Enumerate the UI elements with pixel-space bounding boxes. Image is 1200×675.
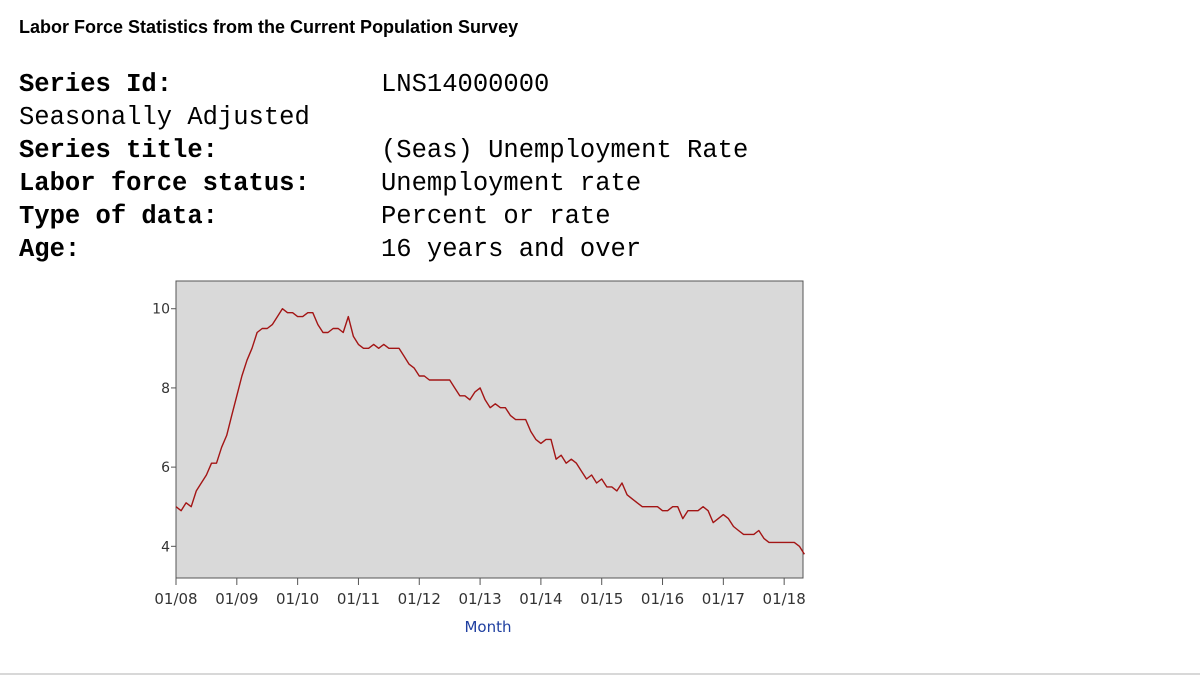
x-tick-label: 01/13 bbox=[458, 590, 501, 608]
type-of-data-value: Percent or rate bbox=[381, 202, 611, 231]
x-tick-label: 01/10 bbox=[276, 590, 319, 608]
x-axis: 01/08 01/09 01/10 01/11 01/12 01/13 01/14 01/15… bbox=[154, 578, 806, 608]
x-tick-label: 01/17 bbox=[702, 590, 745, 608]
y-tick-label: 10 bbox=[152, 302, 170, 318]
page-title: Labor Force Statistics from the Current … bbox=[19, 17, 519, 37]
age-value: 16 years and over bbox=[381, 235, 642, 264]
series-id-value: LNS14000000 bbox=[381, 70, 550, 99]
bottom-divider bbox=[0, 673, 1200, 675]
y-tick-label: 4 bbox=[161, 539, 170, 555]
x-tick-label: 01/14 bbox=[519, 590, 562, 608]
series-id-label: Series Id: bbox=[19, 70, 173, 99]
x-tick-label: 01/09 bbox=[215, 590, 258, 608]
seasonal-adjustment-label: Seasonally Adjusted bbox=[19, 103, 310, 132]
y-tick-label: 6 bbox=[161, 460, 170, 476]
x-axis-title: Month bbox=[464, 618, 511, 636]
y-tick-label: 8 bbox=[161, 381, 170, 397]
series-title-value: (Seas) Unemployment Rate bbox=[381, 136, 749, 165]
labor-force-status-label: Labor force status: bbox=[19, 169, 310, 198]
x-tick-label: 01/11 bbox=[337, 590, 380, 608]
x-tick-label: 01/18 bbox=[763, 590, 806, 608]
age-label: Age: bbox=[19, 235, 81, 264]
x-tick-label: 01/12 bbox=[398, 590, 441, 608]
x-tick-label: 01/08 bbox=[154, 590, 197, 608]
series-title-label: Series title: bbox=[19, 136, 218, 165]
x-tick-label: 01/16 bbox=[641, 590, 684, 608]
labor-force-status-value: Unemployment rate bbox=[381, 169, 642, 198]
plot-area bbox=[175, 280, 804, 579]
unemployment-rate-line bbox=[175, 308, 805, 555]
type-of-data-label: Type of data: bbox=[19, 202, 218, 231]
y-axis: 4 6 8 10 bbox=[152, 302, 176, 555]
x-tick-label: 01/15 bbox=[580, 590, 623, 608]
